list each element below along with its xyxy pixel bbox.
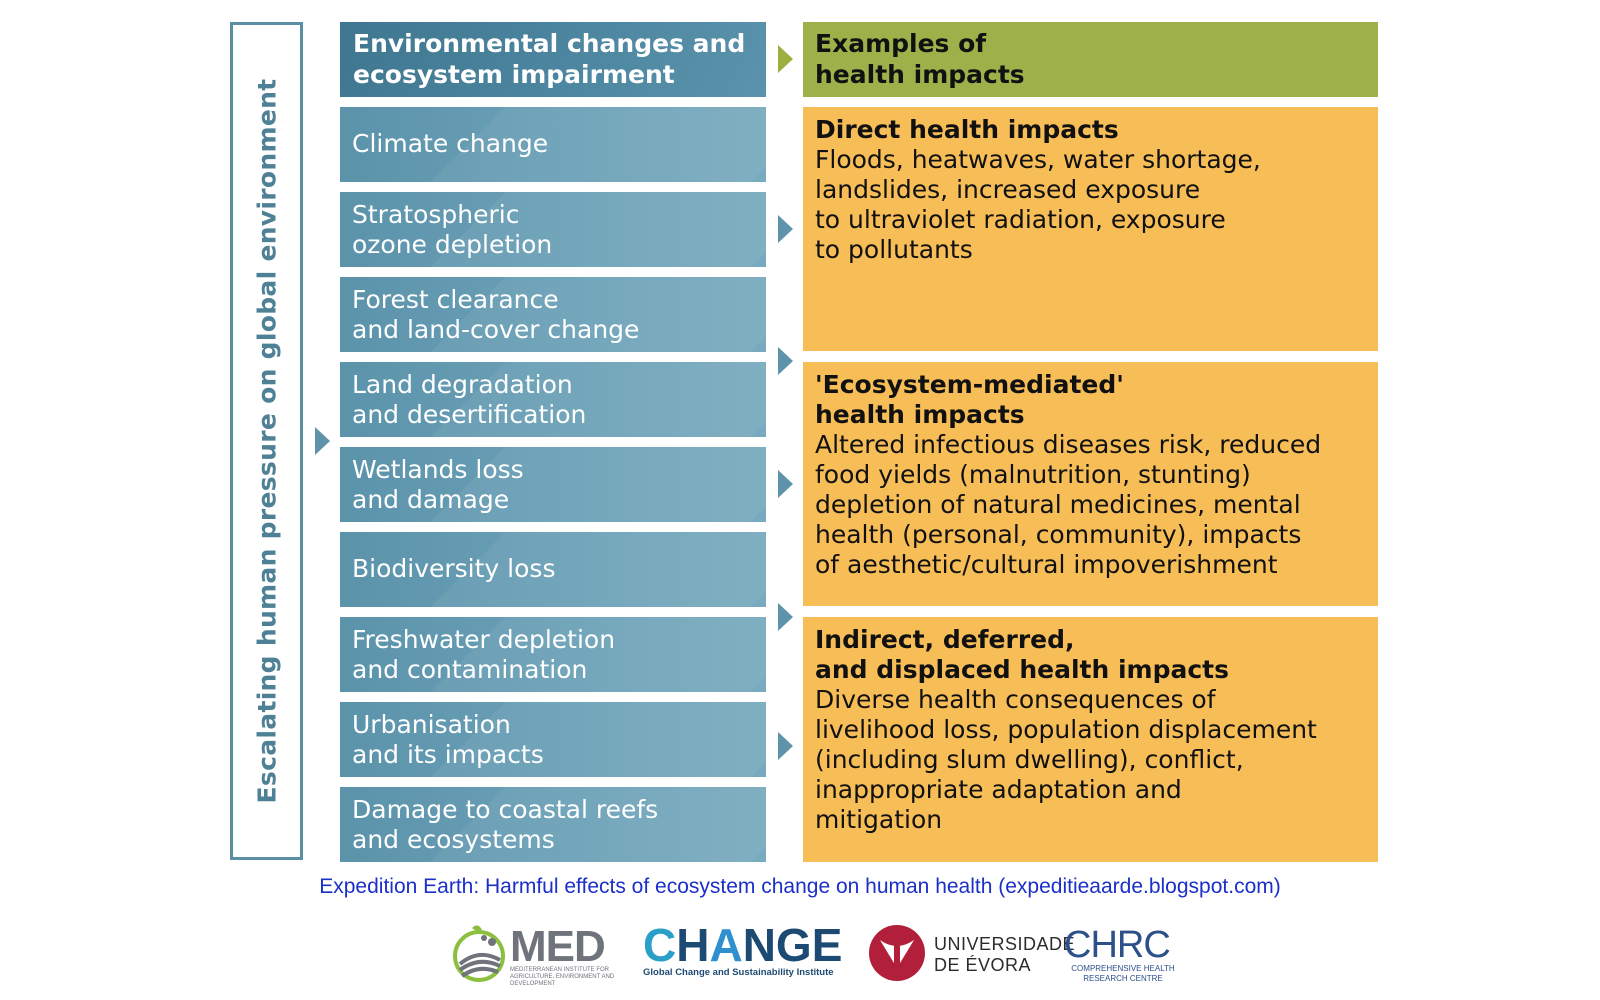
flow-arrow [778, 215, 793, 243]
uevora-logo: UNIVERSIDADE DE ÉVORA [866, 920, 1075, 986]
box-text: depletion of natural medicines, mental [815, 490, 1301, 519]
change-letter: NGE [742, 919, 843, 971]
logo-bar: MED MEDITERRANEAN INSTITUTE FOR AGRICULT… [0, 920, 1600, 990]
env-item-label: and land-cover change [352, 315, 640, 344]
pressure-arrow [315, 427, 330, 455]
env-item-urbanisation: Urbanisation and its impacts [340, 702, 766, 777]
box-text: Floods, heatwaves, water shortage, [815, 145, 1261, 174]
box-text: mitigation [815, 805, 943, 834]
change-wordmark: CHANGE [643, 920, 848, 970]
pressure-label: Escalating human pressure on global envi… [252, 78, 281, 804]
env-item-wetlands-loss: Wetlands loss and damage [340, 447, 766, 522]
environment-header-line: Environmental changes and [353, 29, 746, 58]
chrc-subtitle: COMPREHENSIVE HEALTH [1071, 964, 1175, 973]
flow-arrow [778, 347, 793, 375]
pressure-box: Escalating human pressure on global envi… [230, 22, 303, 860]
uevora-line: UNIVERSIDADE [934, 934, 1076, 954]
med-wordmark: MED [510, 922, 606, 971]
med-subtitle: MEDITERRANEAN INSTITUTE FOR AGRICULTURE,… [510, 967, 615, 987]
env-item-label: and desertification [352, 400, 587, 429]
direct-health-impacts-box: Direct health impacts Floods, heatwaves,… [803, 107, 1378, 351]
uevora-wordmark: UNIVERSIDADE DE ÉVORA [934, 934, 1075, 976]
box-text: to ultraviolet radiation, exposure [815, 205, 1226, 234]
change-letter: A [709, 919, 743, 971]
box-text: of aesthetic/cultural impoverishment [815, 550, 1278, 579]
health-header-line: health impacts [815, 60, 1025, 89]
env-item-label: Biodiversity loss [352, 554, 556, 583]
environment-header-line: ecosystem impairment [353, 60, 675, 89]
env-item-label: ozone depletion [352, 230, 553, 259]
change-letter: C [643, 919, 677, 971]
health-header: Examples of health impacts [803, 22, 1378, 97]
uevora-emblem-icon [869, 925, 925, 981]
header-arrow [778, 45, 793, 73]
ecosystem-mediated-impacts-box: 'Ecosystem-mediated' health impacts Alte… [803, 362, 1378, 606]
chrc-logo: CHRC COMPREHENSIVE HEALTH RESEARCH CENTR… [1064, 926, 1182, 984]
med-emblem-icon [453, 925, 505, 982]
env-item-label: and its impacts [352, 740, 544, 769]
flow-arrow [778, 732, 793, 760]
indirect-health-impacts-box: Indirect, deferred, and displaced health… [803, 617, 1378, 862]
box-text: health (personal, community), impacts [815, 520, 1302, 549]
flow-arrow [778, 470, 793, 498]
env-item-label: Land degradation [352, 370, 573, 399]
box-title: Indirect, deferred, [815, 625, 1075, 654]
env-item-label: and ecosystems [352, 825, 555, 854]
med-logo: MED MEDITERRANEAN INSTITUTE FOR AGRICULT… [452, 920, 632, 987]
env-item-label: Climate change [352, 129, 549, 158]
environment-header: Environmental changes and ecosystem impa… [340, 22, 766, 97]
chrc-wordmark: CHRC [1064, 924, 1171, 966]
env-item-label: Freshwater depletion [352, 625, 616, 654]
change-logo: CHANGE Global Change and Sustainability … [643, 920, 848, 978]
env-item-label: Damage to coastal reefs [352, 795, 659, 824]
box-text: inappropriate adaptation and [815, 775, 1182, 804]
box-title: 'Ecosystem-mediated' [815, 370, 1124, 399]
env-item-biodiversity-loss: Biodiversity loss [340, 532, 766, 607]
change-letter: H [676, 919, 710, 971]
box-text: Altered infectious diseases risk, reduce… [815, 430, 1322, 459]
env-item-coastal-reefs: Damage to coastal reefs and ecosystems [340, 787, 766, 862]
box-text: to pollutants [815, 235, 973, 264]
env-item-land-degradation: Land degradation and desertification [340, 362, 766, 437]
box-text: Diverse health consequences of [815, 685, 1216, 714]
flow-arrow [778, 603, 793, 631]
env-item-label: and contamination [352, 655, 588, 684]
change-subtitle: Global Change and Sustainability Institu… [643, 967, 834, 978]
box-text: (including slum dwelling), conflict, [815, 745, 1244, 774]
uevora-line: DE ÉVORA [934, 955, 1032, 975]
env-item-label: and damage [352, 485, 510, 514]
box-title: and displaced health impacts [815, 655, 1230, 684]
box-text: landslides, increased exposure [815, 175, 1201, 204]
box-title: Direct health impacts [815, 115, 1119, 144]
health-header-line: Examples of [815, 29, 987, 58]
box-text: livelihood loss, population displacement [815, 715, 1317, 744]
env-item-label: Urbanisation [352, 710, 511, 739]
env-item-freshwater-depletion: Freshwater depletion and contamination [340, 617, 766, 692]
env-item-label: Stratospheric [352, 200, 520, 229]
env-item-label: Forest clearance [352, 285, 559, 314]
env-item-ozone-depletion: Stratospheric ozone depletion [340, 192, 766, 267]
chrc-subtitle: RESEARCH CENTRE [1083, 974, 1163, 983]
source-caption: Expedition Earth: Harmful effects of eco… [319, 875, 1281, 898]
box-text: food yields (malnutrition, stunting) [815, 460, 1251, 489]
env-item-label: Wetlands loss [352, 455, 524, 484]
env-item-climate-change: Climate change [340, 107, 766, 182]
env-item-forest-clearance: Forest clearance and land-cover change [340, 277, 766, 352]
box-title: health impacts [815, 400, 1025, 429]
